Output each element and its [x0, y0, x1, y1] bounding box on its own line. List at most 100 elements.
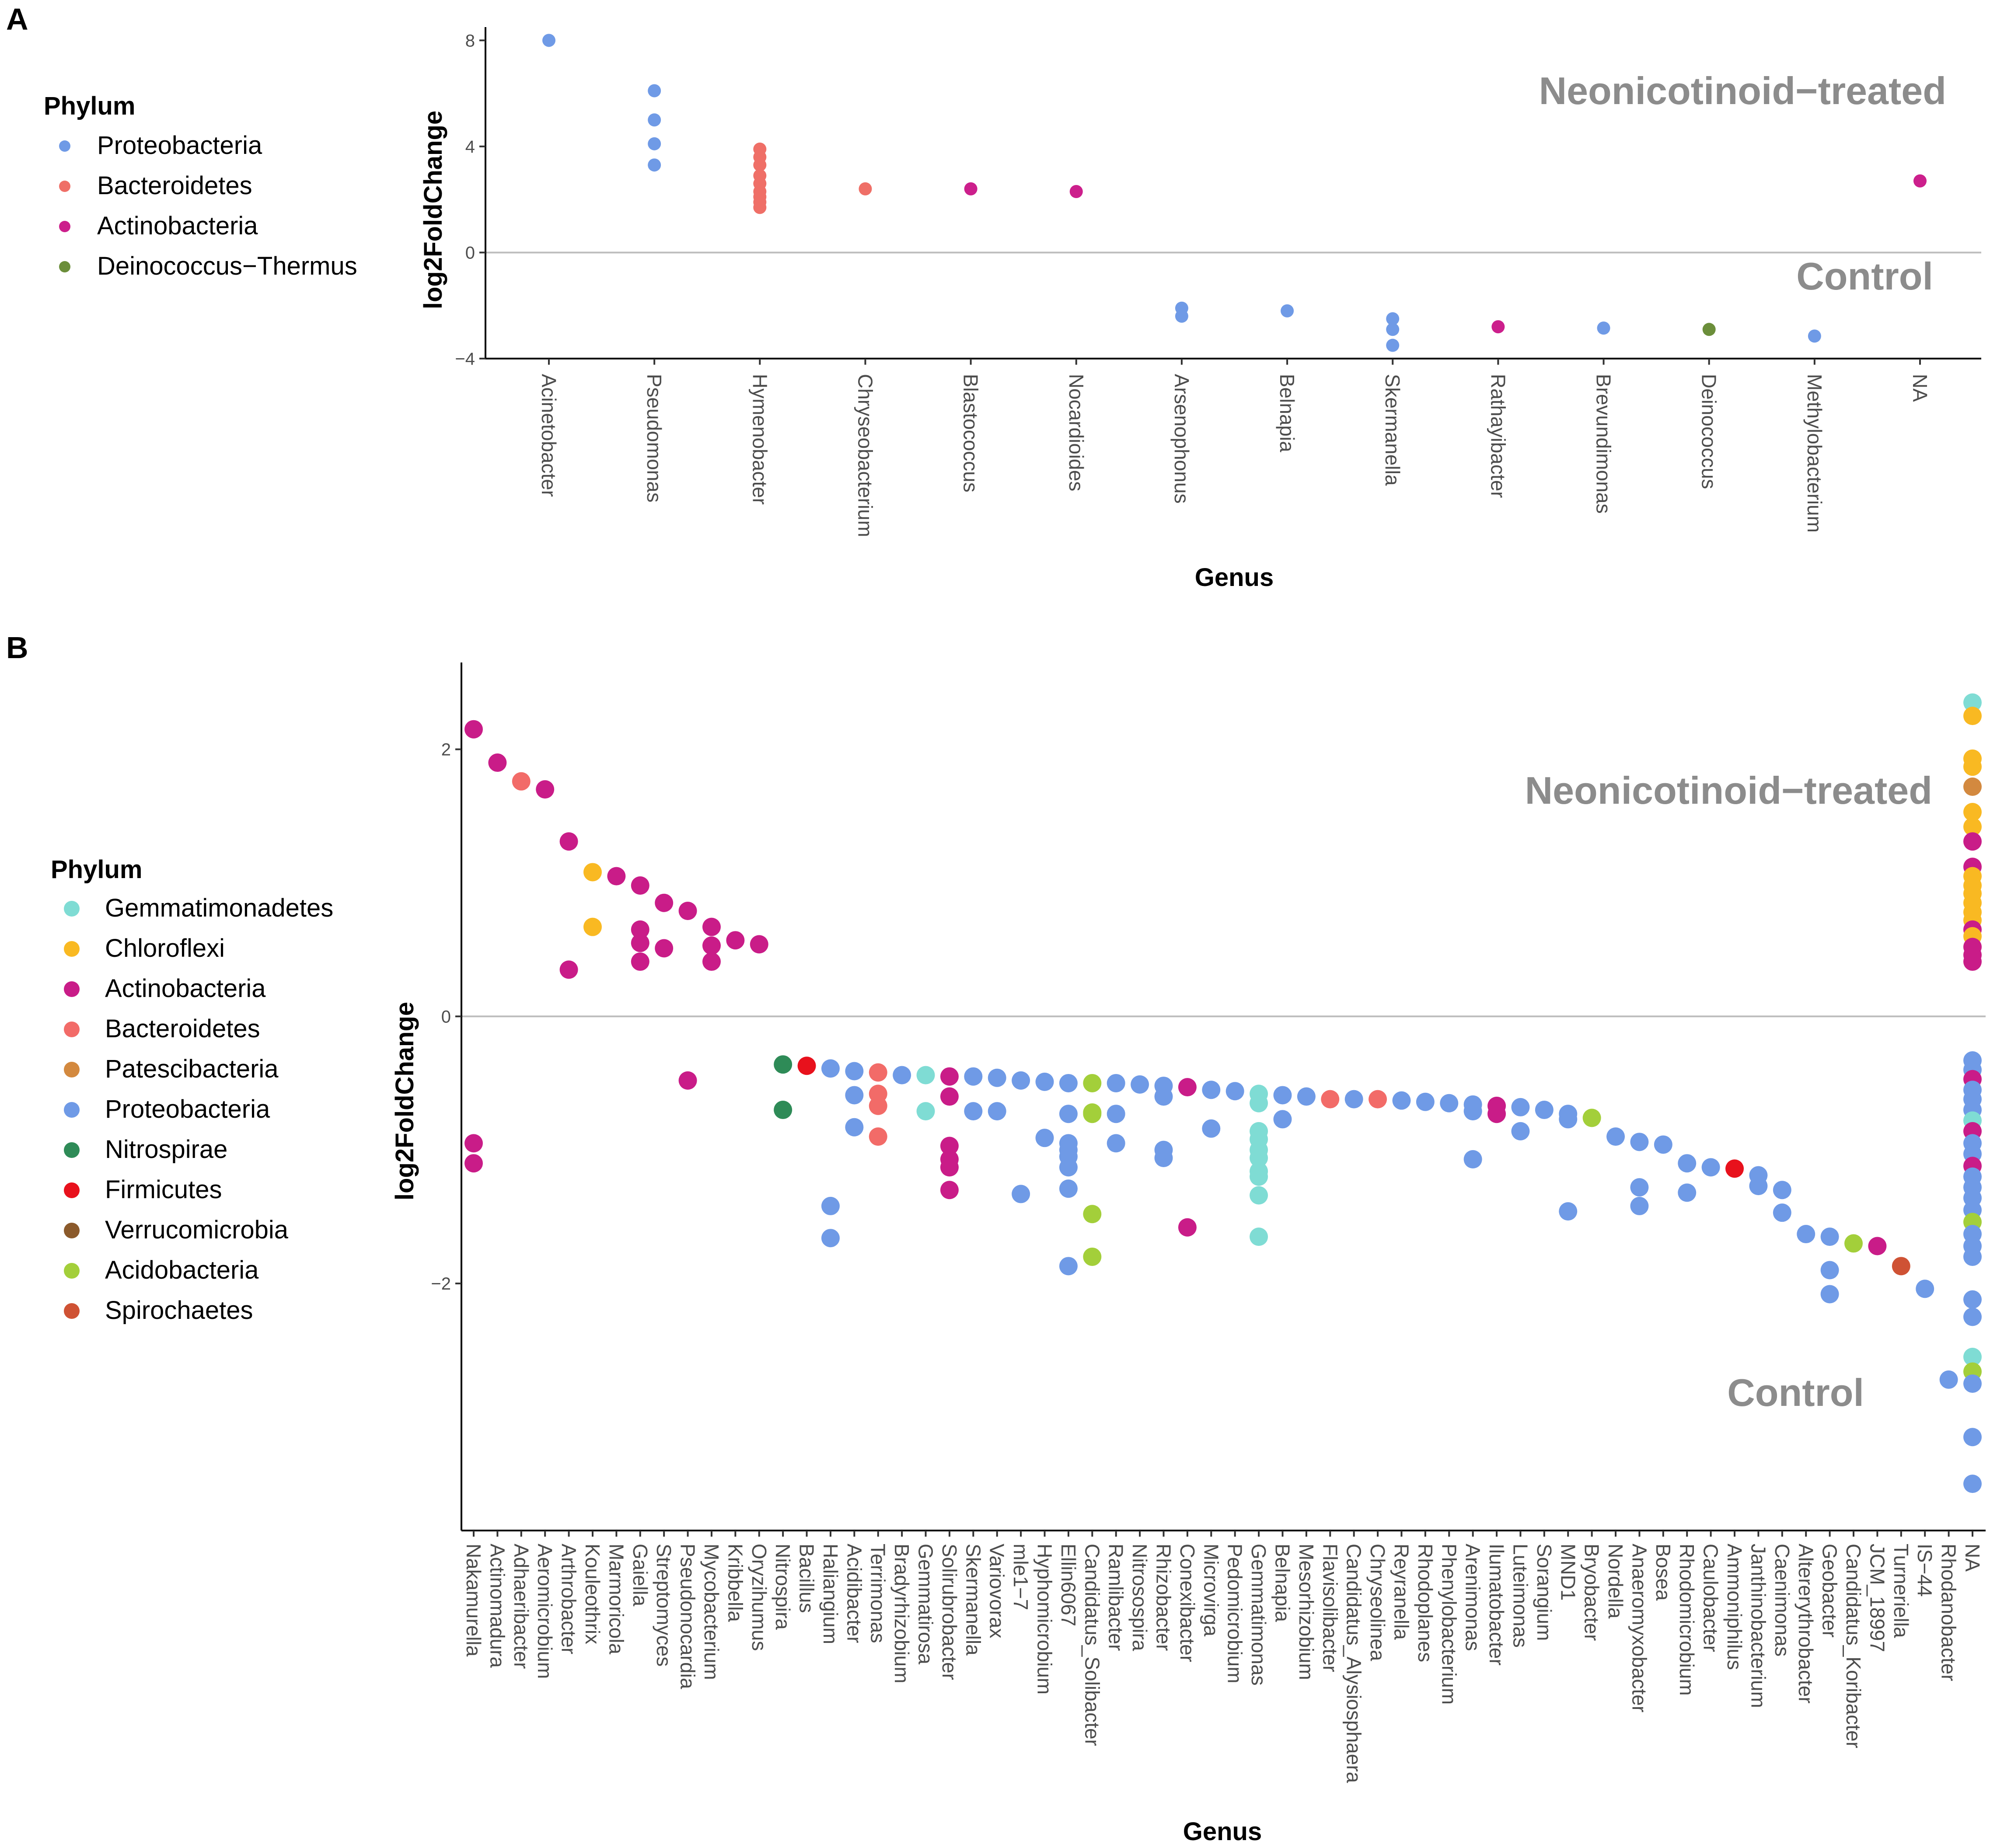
- panel-b-point-phenylobacterium: [1440, 1094, 1459, 1112]
- panel-b-point-ramlibacter: [1107, 1105, 1125, 1123]
- panel-a-point-hymenobacter: [753, 158, 767, 172]
- panel-a-genus-label-hymenobacter: Hymenobacter: [748, 374, 771, 505]
- panel-b-genus-label-streptomyces: Streptomyces: [653, 1544, 675, 1667]
- panel-b-point-nakamurella: [464, 1134, 483, 1153]
- panel-b-genus-label-caenimonas: Caenimonas: [1771, 1544, 1794, 1656]
- panel-b-genus-label-mycobacterium: Mycobacterium: [700, 1544, 723, 1680]
- panel-b-point-kouleothrix: [583, 917, 602, 936]
- panel-b-legend-key-gemmatimonadetes: [64, 901, 80, 917]
- panel-b-point-sorangium: [1535, 1101, 1554, 1119]
- panel-b-legend-key-nitrospirae: [64, 1142, 80, 1158]
- panel-b-point-terrimonas: [869, 1096, 887, 1115]
- panel-b-point-ellin6067: [1059, 1257, 1078, 1276]
- panel-a-legend-key-deinococcus-thermus: [59, 261, 70, 272]
- panel-b-genus-label-bosea: Bosea: [1652, 1544, 1675, 1601]
- panel-b-genus-label-gemmatimonas: Gemmatimonas: [1247, 1544, 1270, 1686]
- panel-b-point-na: [1963, 707, 1982, 725]
- panel-b-legend: Phylum Gemmatimonadetes Chloroflexi Actino…: [51, 855, 333, 1325]
- panel-b-point-ramlibacter: [1107, 1134, 1125, 1153]
- panel-a-point-chryseobacterium: [859, 182, 872, 195]
- panel-b-genus-label-arenimonas: Arenimonas: [1462, 1544, 1484, 1651]
- panel-b-point-turneriella: [1892, 1257, 1910, 1276]
- panel-b-point-variovorax: [988, 1102, 1006, 1121]
- panel-b-genus-label-rhodomicrobium: Rhodomicrobium: [1676, 1544, 1698, 1696]
- panel-b-genus-label-geobacter: Geobacter: [1819, 1544, 1841, 1638]
- panel-b-genus-label-arthrobacter: Arthrobacter: [558, 1544, 580, 1654]
- panel-b-point-bradyrhizobium: [893, 1066, 911, 1084]
- panel-b-genus-label-candidatus-koribacter: Candidatus_Koribacter: [1842, 1544, 1865, 1748]
- panel-a-genus-label-skermanella: Skermanella: [1381, 374, 1404, 486]
- panel-b-genus-label-pedomicrobium: Pedomicrobium: [1224, 1544, 1246, 1684]
- panel-a-legend: Phylum Proteobacteria Bacteroidetes Actino…: [44, 92, 357, 280]
- panel-b-point-solirubrobacter: [940, 1087, 959, 1106]
- panel-b-genus-label-turneriella: Turneriella: [1890, 1544, 1913, 1638]
- panel-b-genus-label-marmoricola: Marmoricola: [605, 1544, 628, 1654]
- panel-b-point-arthrobacter: [559, 960, 578, 979]
- panel-a-point-hymenobacter: [753, 201, 767, 214]
- panel-b-point-pseudonocardia: [678, 902, 697, 921]
- panel-b-point-gemmatimonas: [1250, 1094, 1268, 1112]
- panel-b-legend-label-spirochaetes: Spirochaetes: [105, 1296, 253, 1325]
- panel-a-legend-title: Phylum: [44, 92, 136, 120]
- panel-b-point-candidatus-solibacter: [1083, 1205, 1102, 1224]
- panel-b-genus-label-rhizobacter: Rhizobacter: [1152, 1544, 1175, 1651]
- panel-b-point-candidatus-solibacter: [1083, 1247, 1102, 1266]
- panel-b-legend-key-bacteroidetes: [64, 1022, 80, 1037]
- panel-b-genus-label-candidatus-solibacter: Candidatus_Solibacter: [1081, 1544, 1103, 1746]
- panel-b-point-bryobacter: [1582, 1109, 1601, 1127]
- panel-a-point-na: [1913, 174, 1927, 188]
- panel-b-point-nitrosospira: [1131, 1075, 1149, 1094]
- panel-b-point-mnd1: [1559, 1110, 1578, 1129]
- panel-b-point-gaiella: [631, 920, 649, 939]
- panel-b-point-mycobacterium: [702, 952, 721, 971]
- panel-b-point-geobacter: [1820, 1261, 1839, 1280]
- panel-b-point-mycobacterium: [702, 936, 721, 955]
- panel-b-point-belnapia: [1273, 1086, 1292, 1105]
- panel-b-point-oryzihumus: [750, 935, 768, 954]
- panel-a-point-skermanella: [1386, 338, 1400, 352]
- panel-b-y-tick-label: 2: [441, 740, 451, 760]
- panel-b-point-candidatus-solibacter: [1083, 1074, 1102, 1092]
- panel-b-point-gemmatimonas: [1250, 1227, 1268, 1246]
- panel-b-genus-label-mnd1: MND1: [1557, 1544, 1579, 1600]
- panel-a-genus-label-arsenophonus: Arsenophonus: [1170, 374, 1193, 504]
- panel-a-point-rathayibacter: [1491, 320, 1505, 334]
- panel-b-genus-label-microvirga: Microvirga: [1200, 1544, 1222, 1637]
- panel-b-point-na: [1963, 757, 1982, 776]
- panel-b-genus-label-adhaeribacter: Adhaeribacter: [510, 1544, 533, 1669]
- panel-b-legend-key-firmicutes: [64, 1182, 80, 1198]
- panel-b-point-ellin6067: [1059, 1074, 1078, 1092]
- panel-b-genus-label-gaiella: Gaiella: [629, 1544, 652, 1607]
- panel-a-genus-label-methylobacterium: Methylobacterium: [1803, 374, 1826, 533]
- panel-a-y-tick-label: 4: [465, 137, 475, 157]
- panel-b-point-microvirga: [1202, 1119, 1221, 1138]
- panel-b-point-gaiella: [631, 934, 649, 952]
- panel-b-legend-key-chloroflexi: [64, 941, 80, 957]
- panel-a-point-pseudomonas: [648, 158, 661, 172]
- panel-a-legend-label-proteobacteria: Proteobacteria: [97, 131, 262, 160]
- panel-b-point-chryseolinea: [1369, 1090, 1387, 1109]
- panel-a-genus-label-rathayibacter: Rathayibacter: [1487, 374, 1509, 498]
- panel-b-genus-label-rhodanobacter: Rhodanobacter: [1938, 1544, 1960, 1681]
- panel-b-genus-label-skermanella: Skermanella: [962, 1544, 985, 1656]
- panel-b-point-hyphomicrobium: [1035, 1129, 1054, 1147]
- panel-b-point-na: [1963, 832, 1982, 851]
- panel-a-genus-label-nocardioides: Nocardioides: [1065, 374, 1088, 491]
- panel-b: B Phylum Gemmatimonadetes Chloroflexi Acti…: [6, 631, 1986, 1846]
- panel-b-point-na: [1963, 803, 1982, 822]
- panel-b-point-candidatus-alysiosphaera: [1344, 1090, 1363, 1109]
- panel-b-genus-label-bacillus: Bacillus: [796, 1544, 818, 1613]
- panel-b-legend-label-actinobacteria: Actinobacteria: [105, 974, 266, 1003]
- panel-b-point-kouleothrix: [583, 863, 602, 882]
- panel-a-y-axis-title: log2FoldChange: [419, 111, 447, 309]
- panel-b-point-luteimonas: [1511, 1122, 1530, 1140]
- panel-b-point-ammoniphilus: [1725, 1159, 1744, 1178]
- panel-a-point-belnapia: [1281, 304, 1294, 317]
- panel-b-genus-label-ilumatobacter: Ilumatobacter: [1485, 1544, 1508, 1666]
- panel-b-genus-label-na: NA: [1961, 1544, 1984, 1572]
- panel-b-point-rhodomicrobium: [1678, 1183, 1697, 1202]
- panel-b-point-skermanella: [964, 1102, 983, 1121]
- panel-b-point-reyranella: [1392, 1091, 1411, 1110]
- panel-a-genus-label-chryseobacterium: Chryseobacterium: [854, 374, 876, 537]
